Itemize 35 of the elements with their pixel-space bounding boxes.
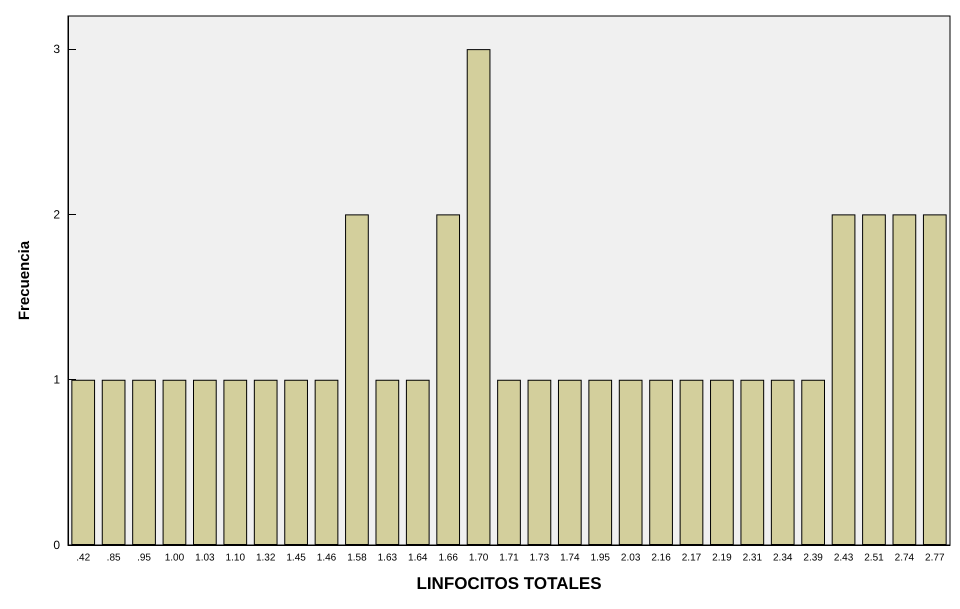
x-tick-label: 2.43	[834, 552, 854, 564]
y-tick-label: 1	[53, 372, 60, 387]
x-tick-label: 1.46	[316, 552, 337, 564]
x-tick-label: .85	[106, 552, 122, 564]
x-tick-label: 1.71	[499, 552, 520, 564]
y-axis-title: Frecuencia	[16, 240, 33, 320]
x-tick-label: 1.10	[226, 552, 246, 564]
x-tick-label: 2.34	[772, 552, 793, 564]
x-tick-label: .95	[137, 552, 152, 564]
x-tick-label: 1.32	[256, 552, 276, 564]
x-tick-label: 1.95	[590, 552, 610, 564]
y-tick-label: 3	[53, 42, 60, 56]
x-tick-label: 1.73	[530, 552, 550, 564]
x-tick-label: 2.31	[742, 552, 762, 564]
x-tick-label: 2.03	[620, 552, 641, 564]
x-tick-label: 1.00	[164, 552, 185, 564]
x-tick-label: 2.51	[864, 552, 884, 564]
x-tick-label: 2.74	[894, 552, 915, 564]
x-tick-label: 1.45	[286, 552, 306, 564]
y-tick-label: 0	[53, 538, 60, 552]
x-axis-title: LINFOCITOS TOTALES	[416, 574, 602, 593]
x-tick-label: .42	[76, 552, 91, 564]
x-tick-label: 2.17	[682, 552, 702, 564]
x-tick-label: 1.58	[347, 552, 368, 564]
x-tick-label: 1.70	[468, 552, 489, 564]
x-tick-label: 2.77	[925, 552, 945, 564]
x-tick-label: 2.39	[803, 552, 824, 564]
x-tick-label: 1.64	[408, 552, 428, 564]
x-tick-label: 1.03	[195, 552, 216, 564]
y-tick-label: 2	[53, 207, 60, 222]
x-tick-label: 2.19	[712, 552, 732, 564]
x-tick-label: 1.66	[438, 552, 458, 564]
x-tick-label: 2.16	[651, 552, 672, 564]
x-tick-label: 1.74	[560, 552, 580, 564]
x-tick-label: 1.63	[378, 552, 398, 564]
